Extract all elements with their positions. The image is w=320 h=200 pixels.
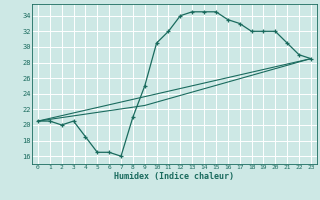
X-axis label: Humidex (Indice chaleur): Humidex (Indice chaleur) — [115, 172, 234, 181]
